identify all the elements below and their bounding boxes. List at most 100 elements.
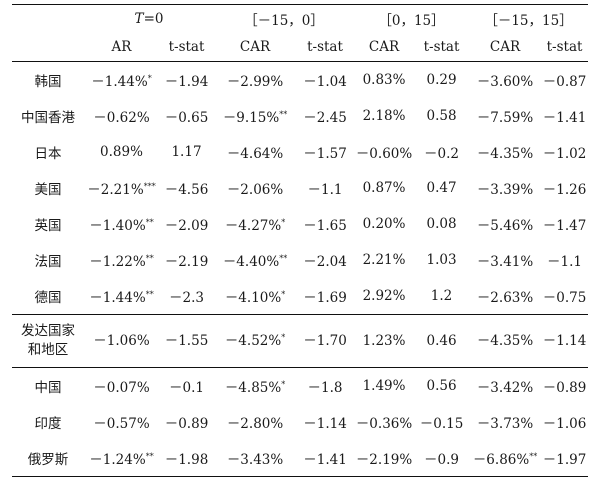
header-empty-cell <box>12 4 84 33</box>
table-cell: －0.87 <box>541 62 588 99</box>
table-cell: 0.87% <box>354 170 414 206</box>
table-cell: －0.9 <box>414 440 470 477</box>
significance-marker: * <box>281 380 286 389</box>
cell-value: －1.22% <box>89 254 146 270</box>
cell-value: －1.65 <box>303 218 347 234</box>
cell-value: －4.56 <box>164 182 209 198</box>
cell-value: －4.64% <box>226 146 284 162</box>
table-cell: －1.47 <box>541 206 588 242</box>
header-t-value: =0 <box>143 11 164 27</box>
table-cell: 0.20% <box>354 206 414 242</box>
cell-value: －1.44% <box>91 74 148 90</box>
table-cell: －1.14 <box>296 404 354 440</box>
table-cell: －1.98 <box>159 440 215 477</box>
cell-value: －2.06% <box>226 182 284 198</box>
header-group-window-2: ［0，15］ <box>354 4 470 33</box>
cell-value: －1.1 <box>307 182 343 198</box>
table-cell: 1.03 <box>414 242 469 278</box>
row-label: 俄罗斯 <box>12 440 84 477</box>
cell-value: －4.10% <box>224 290 282 306</box>
cell-value: －3.73% <box>476 416 534 432</box>
header-car: CAR <box>214 33 297 62</box>
header-car: CAR <box>354 33 415 62</box>
cell-value: 0.89% <box>100 144 143 160</box>
cell-value: －0.60% <box>355 146 413 162</box>
cell-value: －3.43% <box>226 452 284 468</box>
header-t-symbol: T <box>134 11 144 27</box>
row-label: 德国 <box>34 290 62 306</box>
table-cell: －4.85%* <box>214 367 297 404</box>
cell-value: －1.44% <box>89 290 146 306</box>
cell-value: －1.41 <box>303 452 347 468</box>
table-cell: －9.15%** <box>214 98 296 134</box>
table-cell: －4.40%** <box>214 242 296 278</box>
table-cell: －2.3 <box>159 278 214 315</box>
row-label-line: 和地区 <box>27 342 69 358</box>
cell-value: －2.80% <box>226 416 284 432</box>
cell-value: 1.17 <box>171 144 202 160</box>
significance-marker: ** <box>145 452 154 461</box>
table-cell: －2.04 <box>296 242 354 278</box>
table-cell: －0.36% <box>354 404 414 440</box>
cell-value: －2.19% <box>355 452 413 468</box>
table-cell: －1.40%** <box>84 206 159 242</box>
cell-value: －2.09 <box>164 218 209 234</box>
cell-value: －1.26 <box>542 182 587 198</box>
table-cell: －2.80% <box>214 404 296 440</box>
cell-value: －5.46% <box>476 218 534 234</box>
table-cell: －2.99% <box>214 62 296 99</box>
table-cell: －1.70 <box>296 314 355 368</box>
table-cell: －1.1 <box>541 242 588 278</box>
table-cell: －0.15 <box>414 404 469 440</box>
table-cell: －1.14 <box>541 314 589 368</box>
significance-marker: * <box>281 332 286 342</box>
table-row: 中国 －0.07% －0.1 －4.85%* －1.8 1.49% 0.56 －… <box>12 367 589 404</box>
cell-value: －2.3 <box>169 290 204 306</box>
table-cell: －4.10%* <box>214 278 296 315</box>
table-row: 日本 0.89% 1.17 －4.64% －1.57 －0.60% －0.2 －… <box>12 134 588 170</box>
cell-value: －1.55 <box>164 332 209 349</box>
table-cell: 0.46 <box>414 314 470 368</box>
table-cell: －1.97 <box>541 440 589 477</box>
cell-value: 2.92% <box>362 288 406 304</box>
header-group-t0: T=0 <box>84 4 215 33</box>
cell-value: －1.41 <box>542 110 587 126</box>
cell-value: －2.99% <box>226 74 284 90</box>
table-cell: －1.41 <box>541 98 588 134</box>
cell-value: －0.15 <box>419 416 464 432</box>
cell-value: －0.9 <box>424 452 459 468</box>
cell-value: 2.21% <box>362 252 406 268</box>
table-cell: －1.24%** <box>84 440 159 477</box>
table-cell: －6.86%** <box>469 440 542 477</box>
cell-value: －0.2 <box>424 146 459 162</box>
header-group-window-1: ［－15，0］ <box>214 4 355 33</box>
cell-value: －1.70 <box>303 332 347 349</box>
table-cell: －4.52%* <box>214 314 297 368</box>
cell-value: 0.29 <box>426 72 457 88</box>
cell-value: －1.69 <box>303 290 347 306</box>
cell-value: －1.47 <box>542 218 587 234</box>
cell-value: －6.86% <box>472 452 530 468</box>
table-cell: －1.41 <box>296 440 355 477</box>
table-cell: －1.94 <box>159 62 214 99</box>
significance-marker: * <box>281 218 286 227</box>
table-cell: －3.73% <box>469 404 541 440</box>
cell-value: 0.46 <box>426 332 457 349</box>
cell-value: －1.40% <box>89 218 146 234</box>
significance-marker: * <box>281 290 286 299</box>
table-cell: －4.56 <box>159 170 214 206</box>
table-row: 俄罗斯 －1.24%** －1.98 －3.43% －1.41 －2.19% －… <box>12 440 589 477</box>
table-row: 英国 －1.40%** －2.09 －4.27%* －1.65 0.20% 0.… <box>12 206 588 242</box>
table-row: 印度 －0.57% －0.89 －2.80% －1.14 －0.36% －0.1… <box>12 404 588 440</box>
table-cell: －0.1 <box>159 367 215 404</box>
cell-value: －0.87 <box>542 74 587 90</box>
cell-value: －9.15% <box>222 110 280 126</box>
cell-value: －1.06% <box>93 332 150 349</box>
table-cell: －0.57% <box>84 404 159 440</box>
row-label-line: 发达国家 <box>21 323 75 339</box>
cell-value: －1.24% <box>89 452 146 468</box>
table-row: 韩国 －1.44%* －1.94 －2.99% －1.04 0.83% 0.29… <box>12 62 588 99</box>
table-cell: －4.27%* <box>214 206 296 242</box>
row-label: 日本 <box>34 146 62 162</box>
table-cell: －4.64% <box>214 134 296 170</box>
